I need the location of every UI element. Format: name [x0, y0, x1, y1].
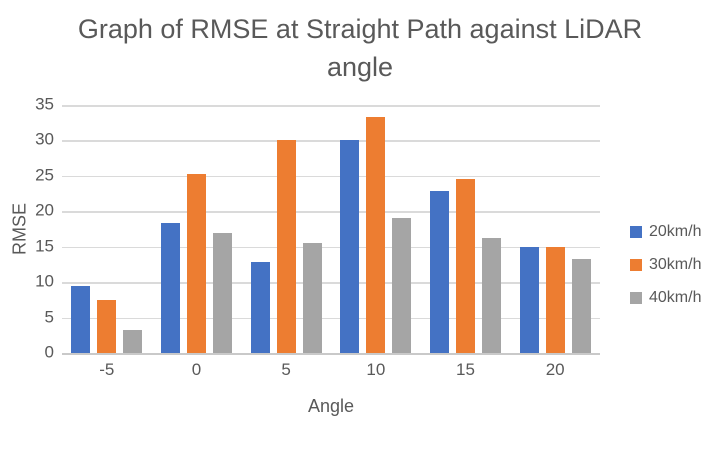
bar-20km/h-at-20: [519, 247, 539, 353]
chart-title: Graph of RMSE at Straight Path against L…: [77, 14, 643, 82]
y-tick-label: 35: [35, 94, 54, 114]
legend-swatch: [630, 225, 642, 238]
bar-40km/h-at-0: [212, 232, 232, 353]
y-tick-label: 30: [35, 130, 54, 150]
bar-30km/h-at-0: [186, 173, 206, 353]
bar-group: [241, 105, 331, 353]
bar-40km/h-at-15: [481, 238, 501, 353]
gridline: [62, 140, 600, 142]
bar-group: [62, 105, 152, 353]
legend: 20km/h 30km/h 40km/h: [630, 222, 701, 321]
bar-20km/h-at-5: [250, 262, 270, 353]
bar-30km/h-at-5: [276, 140, 296, 353]
legend-label: 40km/h: [649, 288, 702, 306]
bar-40km/h-at-10: [392, 217, 412, 353]
x-tick-label: 0: [191, 360, 202, 379]
bar-30km/h-at-10: [366, 117, 386, 353]
bar-group: [152, 105, 242, 353]
y-tick-label: 25: [35, 165, 54, 185]
bar-30km/h-at-15: [455, 178, 475, 353]
gridline: [62, 211, 600, 213]
bar-40km/h-at-5: [302, 243, 322, 353]
gridline: [62, 105, 600, 107]
plot-area: [62, 105, 600, 355]
legend-item: 40km/h: [630, 288, 701, 307]
x-axis-title: Angle: [307, 396, 355, 416]
y-tick-label: 0: [44, 342, 54, 362]
bar-30km/h-at--5: [97, 299, 117, 353]
legend-item: 20km/h: [630, 222, 701, 241]
bar-20km/h-at-0: [160, 223, 180, 353]
bar-40km/h-at--5: [123, 330, 143, 353]
bar-20km/h-at-15: [429, 190, 449, 353]
y-tick-label: 5: [44, 307, 54, 327]
gridline: [62, 282, 600, 284]
legend-label: 30km/h: [649, 255, 702, 273]
x-tick-label: 5: [281, 360, 291, 379]
x-tick-label: -5: [99, 360, 115, 379]
gridline: [62, 175, 600, 178]
y-tick-label: 10: [35, 271, 54, 291]
bar-group: [331, 105, 421, 353]
y-tick-label: 20: [35, 200, 54, 220]
bar-20km/h-at--5: [71, 285, 91, 353]
gridline: [62, 317, 600, 320]
x-tick-label: 15: [456, 360, 475, 379]
x-tick-label: 20: [545, 360, 565, 379]
bar-20km/h-at-10: [340, 140, 360, 353]
bar-40km/h-at-20: [571, 259, 591, 353]
legend-swatch: [630, 258, 642, 271]
y-tick-label: 15: [35, 236, 54, 256]
legend-item: 30km/h: [630, 255, 701, 274]
bar-group: [421, 105, 511, 353]
x-tick-label: 10: [366, 360, 386, 379]
legend-swatch: [630, 291, 642, 304]
bar-group: [510, 105, 600, 353]
gridline: [62, 246, 600, 249]
bar-30km/h-at-20: [545, 247, 565, 353]
legend-label: 20km/h: [649, 222, 702, 240]
